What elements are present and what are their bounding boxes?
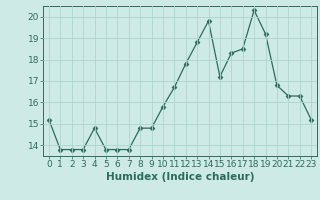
X-axis label: Humidex (Indice chaleur): Humidex (Indice chaleur) [106, 172, 254, 182]
